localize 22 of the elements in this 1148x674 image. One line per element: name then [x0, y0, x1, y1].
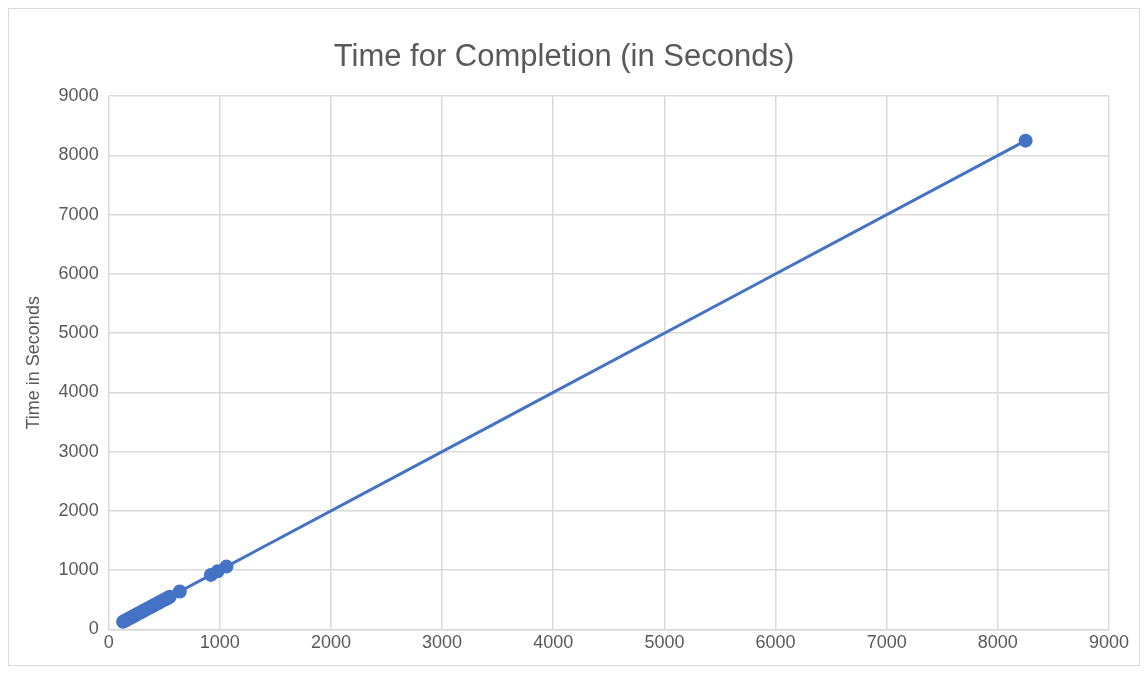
y-tick-label: 9000	[58, 85, 99, 106]
y-tick-label: 8000	[58, 144, 99, 165]
x-tick-label: 3000	[422, 632, 463, 653]
x-tick-label: 7000	[866, 632, 907, 653]
y-tick-label: 5000	[58, 322, 99, 343]
y-tick-label: 2000	[58, 499, 99, 520]
y-tick-label: 6000	[58, 262, 99, 283]
y-tick-label: 1000	[58, 559, 99, 580]
y-tick-label: 3000	[58, 440, 99, 461]
x-tick-label: 6000	[755, 632, 796, 653]
y-tick-label: 0	[88, 618, 99, 639]
x-tick-label: 2000	[310, 632, 351, 653]
x-tick-label: 4000	[533, 632, 574, 653]
y-axis-title: Time in Seconds	[22, 296, 43, 430]
y-tick-label: 4000	[58, 381, 99, 402]
chart-title: Time for Completion (in Seconds)	[333, 38, 795, 74]
x-tick-label: 5000	[644, 632, 685, 653]
x-tick-label: 1000	[199, 632, 240, 653]
y-tick-label: 7000	[58, 203, 99, 224]
x-tick-label: 8000	[977, 632, 1018, 653]
x-tick-label: 0	[103, 632, 114, 653]
x-tick-label: 9000	[1088, 632, 1130, 653]
